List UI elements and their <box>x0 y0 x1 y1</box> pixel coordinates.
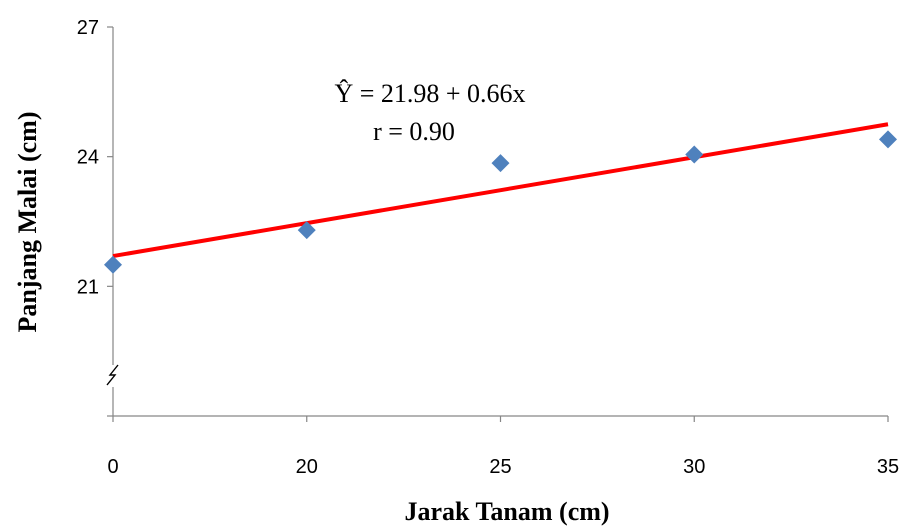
x-tick-label: 25 <box>489 456 511 478</box>
x-tick-label: 0 <box>107 456 118 478</box>
x-tick-label: 30 <box>683 456 705 478</box>
axes <box>105 26 889 422</box>
data-points <box>104 130 897 274</box>
data-point <box>104 255 122 274</box>
trendline <box>112 122 889 259</box>
x-tick-label: 35 <box>877 456 899 478</box>
correlation-coefficient: r = 0.90 <box>373 117 455 146</box>
data-point <box>879 130 897 149</box>
data-point <box>685 145 704 164</box>
x-tick-label: 20 <box>296 456 318 478</box>
y-axis-title: Panjang Malai (cm) <box>13 112 42 333</box>
x-axis-title: Jarak Tanam (cm) <box>404 497 609 526</box>
regression-equation: Ŷ = 21.98 + 0.66x <box>334 79 525 108</box>
y-tick-label: 21 <box>77 276 99 298</box>
y-tick-label: 27 <box>77 17 99 39</box>
tick-labels: 27 24 21 0 20 25 30 35 <box>77 17 899 478</box>
trendline-layer <box>112 122 889 259</box>
data-point <box>491 154 510 173</box>
data-point <box>297 221 316 240</box>
y-tick-label: 24 <box>77 147 99 169</box>
axis-break-symbol <box>106 364 119 386</box>
